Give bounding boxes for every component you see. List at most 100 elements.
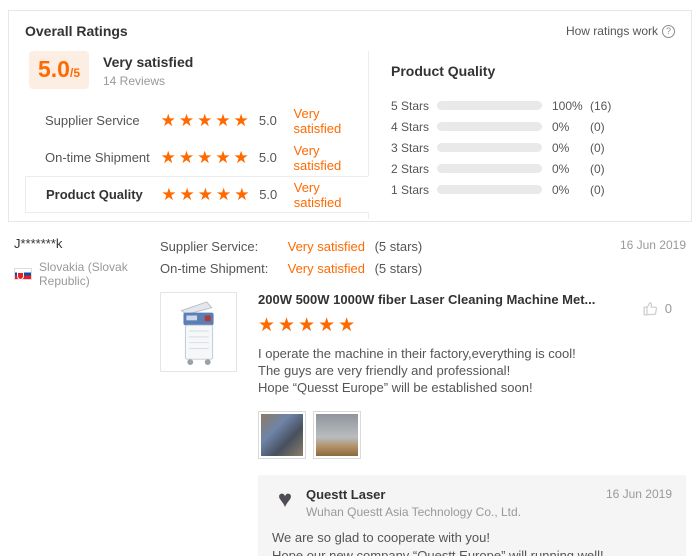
card-body: 5.0/5 Very satisfied 14 Reviews Supplier… [25, 51, 675, 219]
rating-bar [437, 185, 542, 194]
review-content: 200W 500W 1000W fiber Laser Cleaning Mac… [258, 292, 686, 556]
overall-ratings-card: Overall Ratings How ratings work ? 5.0/5… [8, 10, 692, 222]
distribution-panel: Product Quality 5 Stars 100% (16) 4 Star… [369, 51, 675, 219]
supplier-names: Questt Laser Wuhan Questt Asia Technolog… [306, 487, 521, 519]
dist-count: (0) [590, 182, 605, 197]
thumbs-up-icon [643, 302, 657, 316]
rating-bar [437, 143, 542, 152]
distribution-title: Product Quality [391, 63, 496, 79]
rating-stars-text: (5 stars) [374, 261, 423, 276]
dist-percent: 100% [552, 98, 583, 113]
star-rating-icons: ★★★★★ [161, 184, 253, 204]
review-text-line: The guys are very friendly and professio… [258, 363, 511, 378]
tab-score: 5.0 [258, 150, 277, 165]
tab-verdict: Very satisfied [293, 179, 342, 210]
rating-label: Supplier Service: [160, 239, 259, 254]
review-head: Supplier Service: Very satisfied (5 star… [160, 236, 686, 280]
dist-percent: 0% [552, 161, 570, 176]
reviewer-country: Slovakia (Slovak Republic) [14, 260, 160, 288]
card-header: Overall Ratings How ratings work ? [25, 23, 675, 39]
distribution-row-5-stars: 5 Stars 100% (16) [391, 95, 675, 116]
review-rating-lines: Supplier Service: Very satisfied (5 star… [160, 236, 422, 280]
rating-bar [437, 122, 542, 131]
tab-product-quality[interactable]: Product Quality ★★★★★ 5.0 Very satisfied [25, 176, 369, 213]
rating-tabs: Supplier Service ★★★★★ 5.0 Very satisfie… [25, 102, 369, 213]
tab-score: 5.0 [259, 187, 278, 202]
review-main: 200W 500W 1000W fiber Laser Cleaning Mac… [160, 292, 686, 556]
reply-head: ♥ Questt Laser Wuhan Questt Asia Technol… [272, 486, 672, 520]
star-rating-icons: ★★★★★ [160, 147, 252, 167]
reviewer-info: J*******k Slovakia (Slovak Republic) [14, 236, 160, 556]
tab-label: On-time Shipment [45, 150, 150, 165]
review-date: 16 Jun 2019 [619, 238, 686, 252]
review-photo-thumbnail[interactable] [258, 411, 306, 459]
overall-verdict: Very satisfied [103, 54, 194, 70]
distribution-row-1-stars: 1 Stars 0% (0) [391, 179, 675, 200]
review-rating-row: On-time Shipment: Very satisfied (5 star… [160, 258, 422, 280]
dist-label: 4 Stars [391, 119, 430, 134]
review-details: Supplier Service: Very satisfied (5 star… [160, 236, 686, 556]
like-button[interactable]: 0 [642, 300, 672, 317]
score-scale: /5 [69, 66, 80, 80]
how-ratings-work-link[interactable]: How ratings work ? [566, 24, 675, 38]
review-photos [258, 411, 686, 459]
reviewer-name: J*******k [14, 236, 63, 251]
rating-bar [437, 101, 542, 110]
tab-verdict: Very satisfied [293, 105, 342, 136]
reply-text-line: Hope our new company “Questt Europe” wil… [272, 548, 604, 556]
tab-label: Product Quality [46, 187, 143, 202]
tab-label: Supplier Service [45, 113, 140, 128]
score-meta: Very satisfied 14 Reviews [103, 51, 193, 88]
like-count: 0 [664, 301, 672, 316]
dist-percent: 0% [552, 182, 570, 197]
review-star-icons: ★★★★★ [258, 315, 359, 336]
question-circle-icon: ? [662, 24, 675, 38]
rating-stars-text: (5 stars) [374, 239, 423, 254]
slovakia-flag-icon [14, 268, 32, 280]
country-name: Slovakia (Slovak Republic) [39, 260, 128, 288]
dist-label: 1 Stars [391, 182, 430, 197]
reply-text-line: We are so glad to cooperate with you! [272, 530, 490, 545]
dist-label: 5 Stars [391, 98, 430, 113]
supplier-reply: ♥ Questt Laser Wuhan Questt Asia Technol… [258, 475, 686, 556]
product-title-link[interactable]: 200W 500W 1000W fiber Laser Cleaning Mac… [258, 292, 596, 307]
overall-score: 5.0 [38, 56, 70, 82]
page-title: Overall Ratings [25, 23, 128, 39]
distribution-row-3-stars: 3 Stars 0% (0) [391, 137, 675, 158]
review-item: J*******k Slovakia (Slovak Republic) Sup… [8, 228, 692, 556]
dist-count: (0) [590, 140, 605, 155]
rating-bar [437, 164, 542, 173]
review-text: I operate the machine in their factory,e… [258, 345, 686, 396]
rating-verdict: Very satisfied [287, 239, 365, 254]
dist-label: 2 Stars [391, 161, 430, 176]
dist-percent: 0% [552, 119, 570, 134]
dist-count: (0) [590, 161, 605, 176]
help-link-label: How ratings work [565, 24, 658, 38]
tab-on-time-shipment[interactable]: On-time Shipment ★★★★★ 5.0 Very satisfie… [25, 139, 368, 176]
reply-date: 16 Jun 2019 [605, 487, 672, 501]
dist-count: (16) [590, 98, 612, 113]
dist-label: 3 Stars [391, 140, 430, 155]
supplier-name: Questt Laser [306, 487, 386, 502]
star-rating-icons: ★★★★★ [160, 110, 252, 130]
review-text-line: Hope “Quesst Europe” will be established… [258, 380, 533, 395]
overall-score-badge: 5.0/5 [29, 51, 89, 89]
supplier-logo-avatar: ♥ [277, 486, 293, 513]
tab-supplier-service[interactable]: Supplier Service ★★★★★ 5.0 Very satisfie… [25, 102, 368, 139]
reviews-count: 14 Reviews [103, 74, 166, 88]
review-photo-thumbnail[interactable] [313, 411, 361, 459]
distribution-row-2-stars: 2 Stars 0% (0) [391, 158, 675, 179]
reply-text: We are so glad to cooperate with you! Ho… [272, 529, 672, 556]
review-text-line: I operate the machine in their factory,e… [258, 346, 576, 361]
score-row: 5.0/5 Very satisfied 14 Reviews [29, 51, 368, 89]
supplier-full-name: Wuhan Questt Asia Technology Co., Ltd. [306, 505, 522, 519]
tab-score: 5.0 [258, 113, 277, 128]
product-thumbnail[interactable] [160, 292, 237, 372]
review-rating-row: Supplier Service: Very satisfied (5 star… [160, 236, 422, 258]
dist-percent: 0% [552, 140, 570, 155]
tab-verdict: Very satisfied [293, 142, 342, 173]
dist-count: (0) [590, 119, 605, 134]
ratings-summary-column: 5.0/5 Very satisfied 14 Reviews Supplier… [25, 51, 369, 219]
photo-factory-image [261, 414, 303, 456]
